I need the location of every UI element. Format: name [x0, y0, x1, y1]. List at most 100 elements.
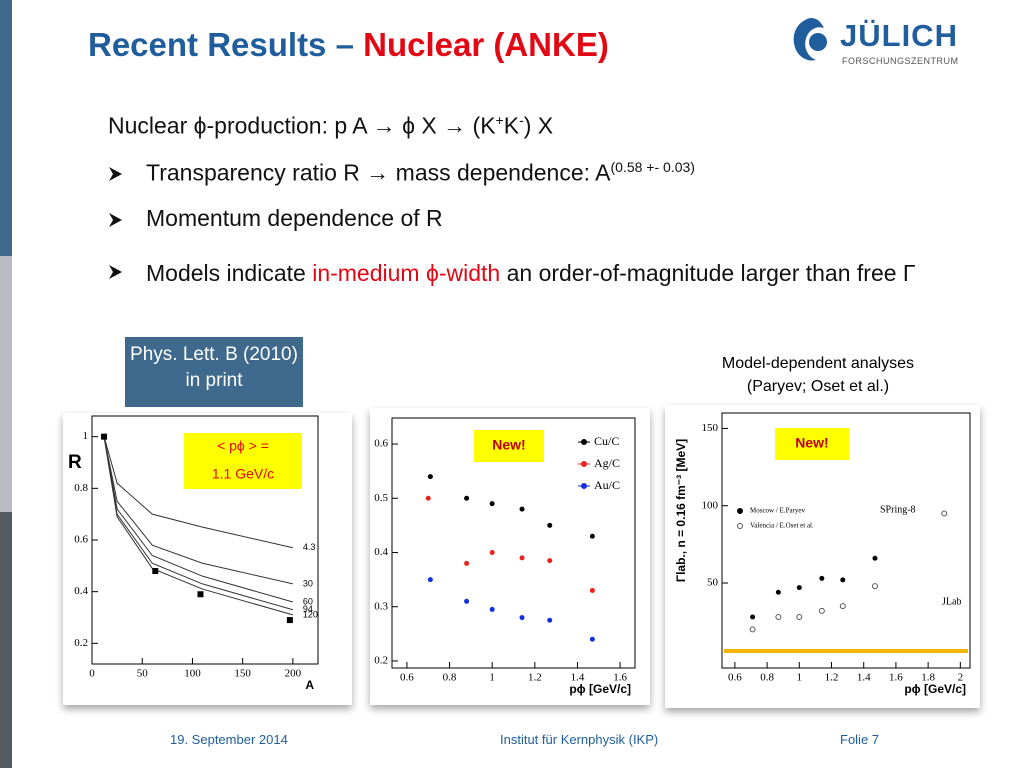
data-point	[871, 583, 878, 590]
data-point	[839, 603, 846, 610]
x-tick-label: 1.6	[889, 672, 903, 684]
x-tick-label: 100	[184, 668, 201, 680]
legend-swatch	[581, 439, 587, 445]
data-point	[796, 614, 803, 620]
sup: -	[519, 112, 524, 128]
badge	[474, 430, 544, 462]
data-point	[589, 636, 595, 642]
badge	[184, 433, 302, 489]
edge-bar	[0, 256, 12, 512]
badge-text: < pϕ > =	[217, 438, 269, 454]
data-point	[796, 585, 802, 591]
text: Models indicate	[146, 260, 313, 286]
data-point	[775, 614, 782, 620]
x-tick-label: 1.8	[921, 672, 935, 684]
data-point	[547, 558, 553, 564]
badge-text: New!	[492, 437, 525, 453]
data-point	[197, 591, 204, 598]
legend-swatch	[581, 483, 587, 489]
y-tick-label: 100	[702, 499, 719, 511]
bullet-text: Transparency ratio R → mass dependence: …	[146, 159, 695, 187]
legend-swatch	[737, 508, 743, 514]
legend-label: Au/C	[594, 478, 620, 492]
data-point	[819, 575, 825, 581]
footer-slide: Folie 7	[840, 732, 880, 747]
data-point	[101, 433, 108, 440]
x-tick-label: 1.2	[825, 672, 839, 684]
y-tick-label: 0.4	[74, 585, 88, 597]
y-tick-label: 0.6	[374, 438, 388, 450]
highlight: in-medium ϕ-width	[312, 260, 501, 286]
data-point	[589, 533, 595, 539]
x-tick-label: 1.4	[571, 672, 585, 684]
y-tick-label: 150	[702, 422, 719, 434]
x-tick-label: 1.2	[528, 672, 542, 684]
edge-bar	[0, 0, 12, 256]
sup: (0.58 +- 0.03)	[610, 159, 695, 175]
data-point	[464, 560, 470, 566]
logo-name: JÜLICH	[840, 18, 958, 53]
data-point	[818, 607, 825, 614]
annotation: SPring-8	[880, 504, 916, 515]
data-point	[519, 506, 525, 512]
x-tick-label: 50	[137, 668, 149, 680]
data-point	[489, 606, 495, 612]
logo: JÜLICH FORSCHUNGSZENTRUM	[788, 14, 958, 74]
data-point	[775, 589, 781, 595]
data-point	[489, 501, 495, 507]
x-tick-label: 1.4	[857, 672, 871, 684]
model-curve	[103, 436, 294, 549]
text: Transparency ratio R → mass dependence: …	[146, 159, 611, 186]
x-axis-label: pϕ [GeV/c]	[569, 682, 631, 696]
heading-text: K	[503, 112, 520, 139]
logo-sub: FORSCHUNGSZENTRUM	[842, 56, 959, 66]
y-tick-label: 0.2	[374, 654, 388, 666]
x-tick-label: 1	[797, 672, 803, 684]
x-tick-label: 1.6	[613, 672, 627, 684]
badge-text: New!	[795, 435, 828, 451]
data-point	[547, 522, 553, 528]
bullet	[109, 265, 122, 279]
data-point	[840, 577, 846, 583]
data-point	[464, 598, 470, 604]
title: Recent Results – Nuclear (ANKE)	[88, 26, 609, 64]
data-point	[519, 555, 525, 561]
x-tick-label: 0.6	[728, 672, 742, 684]
plot-frame	[721, 412, 971, 669]
curve-label: 120	[303, 609, 318, 619]
data-point	[152, 568, 159, 574]
legend-label: Cu/C	[594, 434, 619, 448]
x-tick-label: 200	[285, 668, 302, 680]
x-tick-label: 150	[234, 668, 251, 680]
data-point	[464, 495, 470, 501]
bullet	[109, 213, 122, 227]
text: an order-of-magnitude larger than free Γ	[500, 260, 916, 286]
legend-label: Valencia / E.Oset et al.	[750, 522, 814, 530]
bullet	[109, 167, 122, 181]
badge	[775, 428, 849, 460]
curve-label: 4.3	[303, 542, 316, 552]
legend-swatch	[737, 523, 743, 529]
y-tick-label: 50	[707, 577, 719, 589]
data-point	[872, 555, 878, 561]
x-tick-label: 2	[958, 672, 964, 684]
legend-label: Moscow / E.Paryev	[750, 507, 806, 515]
model-curve	[103, 436, 294, 585]
data-point	[589, 587, 595, 593]
y-axis-label: Γlab., n = 0.16 fm⁻³ [MeV]	[674, 439, 688, 582]
data-point	[427, 577, 433, 583]
reference-box: Phys. Lett. B (2010) in print	[125, 337, 303, 407]
y-tick-label: 1	[83, 430, 89, 442]
title-main: Recent Results –	[88, 26, 354, 63]
model-curve	[103, 436, 294, 616]
curve-label: 60	[303, 596, 313, 606]
y-tick-label: 0.4	[374, 546, 388, 558]
y-tick-label: 0.3	[374, 600, 388, 612]
data-point	[519, 615, 525, 621]
model-curve	[103, 436, 294, 603]
x-tick-label: 1	[489, 672, 495, 684]
data-point	[489, 549, 495, 555]
y-tick-label: 0.8	[74, 482, 88, 494]
edge-bar	[0, 512, 12, 768]
